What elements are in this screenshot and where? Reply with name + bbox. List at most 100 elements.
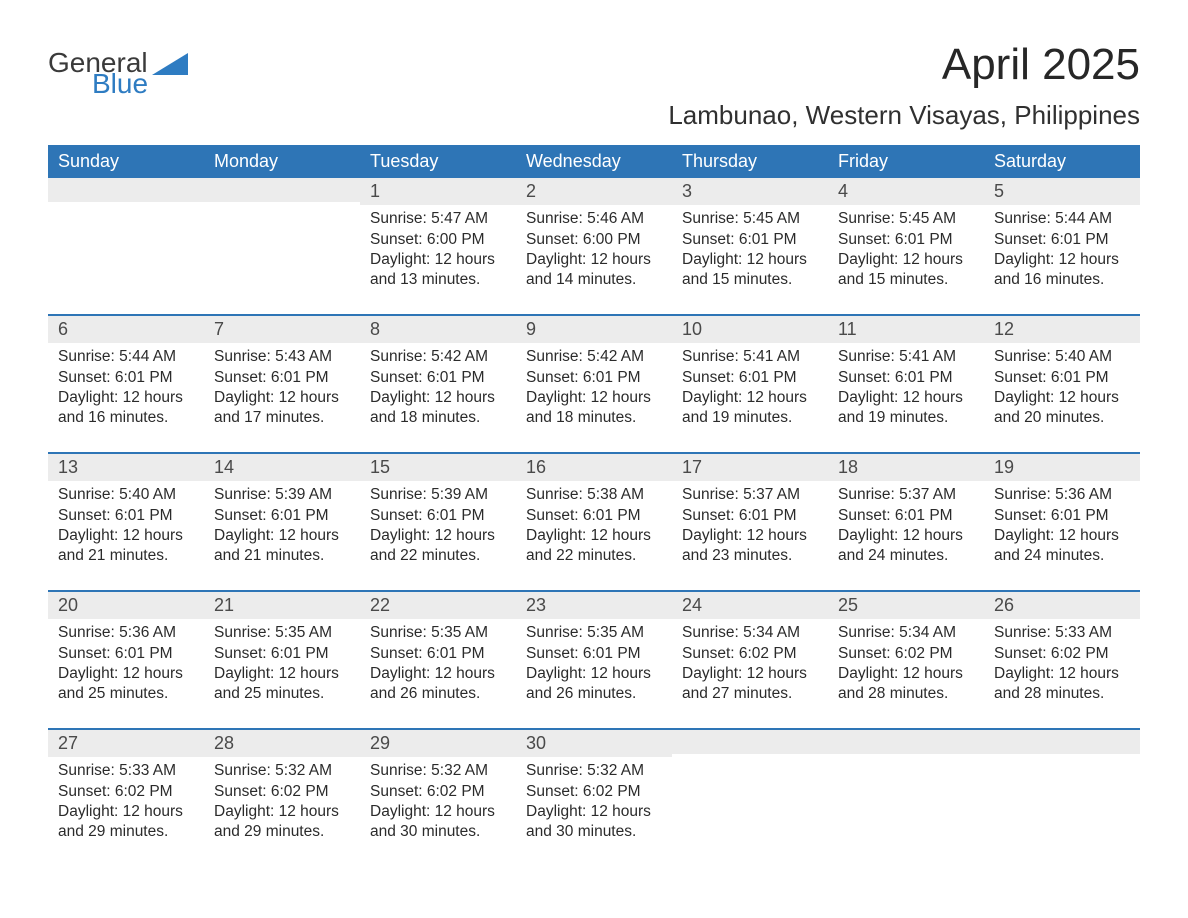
day-sunset: Sunset: 6:01 PM: [526, 368, 662, 388]
day-d2: and 16 minutes.: [994, 270, 1130, 290]
day-d2: and 22 minutes.: [370, 546, 506, 566]
day-body: Sunrise: 5:40 AMSunset: 6:01 PMDaylight:…: [984, 343, 1140, 430]
day-sunrise: Sunrise: 5:44 AM: [994, 209, 1130, 229]
day-number: [828, 730, 984, 754]
day-sunset: Sunset: 6:01 PM: [58, 368, 194, 388]
day-cell: 28Sunrise: 5:32 AMSunset: 6:02 PMDayligh…: [204, 730, 360, 848]
day-cell: 30Sunrise: 5:32 AMSunset: 6:02 PMDayligh…: [516, 730, 672, 848]
page-title: April 2025: [942, 40, 1140, 90]
day-d2: and 13 minutes.: [370, 270, 506, 290]
day-sunset: Sunset: 6:02 PM: [838, 644, 974, 664]
day-cell: 5Sunrise: 5:44 AMSunset: 6:01 PMDaylight…: [984, 178, 1140, 296]
day-cell: 14Sunrise: 5:39 AMSunset: 6:01 PMDayligh…: [204, 454, 360, 572]
day-cell: 17Sunrise: 5:37 AMSunset: 6:01 PMDayligh…: [672, 454, 828, 572]
logo-sail-icon: [152, 51, 198, 81]
day-cell: 18Sunrise: 5:37 AMSunset: 6:01 PMDayligh…: [828, 454, 984, 572]
day-sunrise: Sunrise: 5:37 AM: [682, 485, 818, 505]
day-body: Sunrise: 5:34 AMSunset: 6:02 PMDaylight:…: [828, 619, 984, 706]
day-d2: and 21 minutes.: [58, 546, 194, 566]
day-d2: and 29 minutes.: [58, 822, 194, 842]
day-number: 15: [360, 454, 516, 481]
day-number: 8: [360, 316, 516, 343]
day-sunset: Sunset: 6:01 PM: [838, 368, 974, 388]
location-subtitle: Lambunao, Western Visayas, Philippines: [48, 100, 1140, 131]
day-body: Sunrise: 5:33 AMSunset: 6:02 PMDaylight:…: [48, 757, 204, 844]
weekday-header: Tuesday: [360, 145, 516, 178]
day-number: 21: [204, 592, 360, 619]
day-number: 3: [672, 178, 828, 205]
day-sunrise: Sunrise: 5:32 AM: [526, 761, 662, 781]
day-cell: 26Sunrise: 5:33 AMSunset: 6:02 PMDayligh…: [984, 592, 1140, 710]
day-number: [48, 178, 204, 202]
day-number: 19: [984, 454, 1140, 481]
day-d1: Daylight: 12 hours: [370, 388, 506, 408]
day-sunset: Sunset: 6:01 PM: [838, 230, 974, 250]
day-cell: 12Sunrise: 5:40 AMSunset: 6:01 PMDayligh…: [984, 316, 1140, 434]
day-cell: 15Sunrise: 5:39 AMSunset: 6:01 PMDayligh…: [360, 454, 516, 572]
day-d2: and 17 minutes.: [214, 408, 350, 428]
day-sunrise: Sunrise: 5:43 AM: [214, 347, 350, 367]
header: General Blue April 2025: [48, 40, 1140, 96]
day-cell: 13Sunrise: 5:40 AMSunset: 6:01 PMDayligh…: [48, 454, 204, 572]
weekday-header: Friday: [828, 145, 984, 178]
day-cell: [48, 178, 204, 296]
day-cell: 3Sunrise: 5:45 AMSunset: 6:01 PMDaylight…: [672, 178, 828, 296]
day-cell: 29Sunrise: 5:32 AMSunset: 6:02 PMDayligh…: [360, 730, 516, 848]
week-row: 27Sunrise: 5:33 AMSunset: 6:02 PMDayligh…: [48, 728, 1140, 848]
day-number: 10: [672, 316, 828, 343]
day-sunset: Sunset: 6:01 PM: [370, 644, 506, 664]
day-number: [984, 730, 1140, 754]
day-sunset: Sunset: 6:02 PM: [58, 782, 194, 802]
day-sunrise: Sunrise: 5:41 AM: [682, 347, 818, 367]
day-d1: Daylight: 12 hours: [838, 664, 974, 684]
day-sunset: Sunset: 6:01 PM: [214, 644, 350, 664]
day-sunrise: Sunrise: 5:40 AM: [58, 485, 194, 505]
day-sunrise: Sunrise: 5:36 AM: [994, 485, 1130, 505]
day-d1: Daylight: 12 hours: [682, 250, 818, 270]
day-d1: Daylight: 12 hours: [682, 526, 818, 546]
day-number: 22: [360, 592, 516, 619]
day-cell: 11Sunrise: 5:41 AMSunset: 6:01 PMDayligh…: [828, 316, 984, 434]
day-d2: and 23 minutes.: [682, 546, 818, 566]
day-cell: 1Sunrise: 5:47 AMSunset: 6:00 PMDaylight…: [360, 178, 516, 296]
day-cell: 27Sunrise: 5:33 AMSunset: 6:02 PMDayligh…: [48, 730, 204, 848]
day-body: Sunrise: 5:37 AMSunset: 6:01 PMDaylight:…: [828, 481, 984, 568]
day-cell: 24Sunrise: 5:34 AMSunset: 6:02 PMDayligh…: [672, 592, 828, 710]
day-d2: and 26 minutes.: [526, 684, 662, 704]
day-body: Sunrise: 5:36 AMSunset: 6:01 PMDaylight:…: [48, 619, 204, 706]
day-d1: Daylight: 12 hours: [526, 388, 662, 408]
day-d2: and 16 minutes.: [58, 408, 194, 428]
day-number: 16: [516, 454, 672, 481]
day-body: Sunrise: 5:32 AMSunset: 6:02 PMDaylight:…: [360, 757, 516, 844]
day-cell: 23Sunrise: 5:35 AMSunset: 6:01 PMDayligh…: [516, 592, 672, 710]
day-body: Sunrise: 5:45 AMSunset: 6:01 PMDaylight:…: [672, 205, 828, 292]
day-d2: and 24 minutes.: [994, 546, 1130, 566]
day-number: 13: [48, 454, 204, 481]
day-sunrise: Sunrise: 5:32 AM: [214, 761, 350, 781]
day-number: 17: [672, 454, 828, 481]
day-d2: and 27 minutes.: [682, 684, 818, 704]
day-sunset: Sunset: 6:01 PM: [526, 506, 662, 526]
week-row: 13 Sunrise: 5:40 AM Sunset: 6:01 PM Dayligh…: [48, 452, 1140, 572]
day-d2: and 28 minutes.: [994, 684, 1130, 704]
day-d2: and 24 minutes.: [838, 546, 974, 566]
day-body: Sunrise: 5:32 AMSunset: 6:02 PMDaylight:…: [204, 757, 360, 844]
day-body: Sunrise: 5:33 AMSunset: 6:02 PMDaylight:…: [984, 619, 1140, 706]
day-body: Sunrise: 5:43 AMSunset: 6:01 PMDaylight:…: [204, 343, 360, 430]
day-body: Sunrise: 5:42 AMSunset: 6:01 PMDaylight:…: [516, 343, 672, 430]
day-d2: and 22 minutes.: [526, 546, 662, 566]
day-d1: Daylight: 12 hours: [58, 388, 194, 408]
day-d2: and 29 minutes.: [214, 822, 350, 842]
day-cell: [984, 730, 1140, 848]
day-sunrise: Sunrise: 5:36 AM: [58, 623, 194, 643]
day-d2: and 25 minutes.: [58, 684, 194, 704]
day-sunrise: Sunrise: 5:47 AM: [370, 209, 506, 229]
day-number: 26: [984, 592, 1140, 619]
day-sunrise: Sunrise: 5:42 AM: [370, 347, 506, 367]
day-body: Sunrise: 5:38 AMSunset: 6:01 PMDaylight:…: [516, 481, 672, 568]
day-body: Sunrise: 5:46 AMSunset: 6:00 PMDaylight:…: [516, 205, 672, 292]
day-body: [984, 754, 1140, 760]
day-d1: Daylight: 12 hours: [58, 664, 194, 684]
day-number: 30: [516, 730, 672, 757]
logo-text: General Blue: [48, 50, 148, 96]
